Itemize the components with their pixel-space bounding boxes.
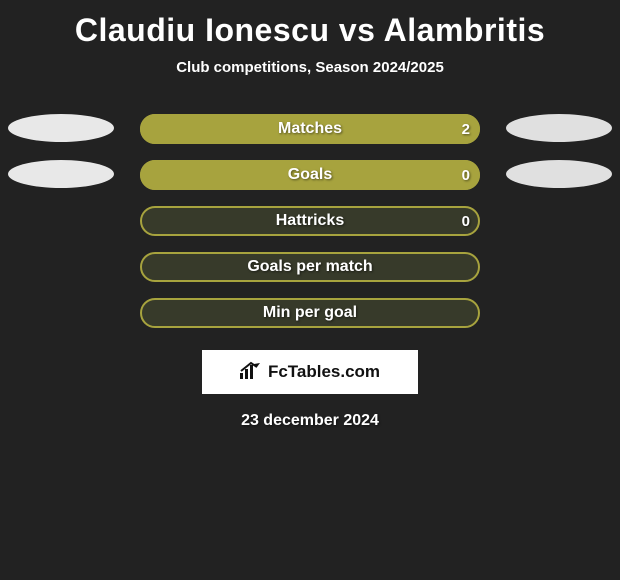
stat-label: Hattricks: [140, 206, 480, 236]
stat-bar: Hattricks0: [140, 206, 480, 236]
stat-row: Goals per match: [0, 244, 620, 290]
subtitle: Club competitions, Season 2024/2025: [0, 59, 620, 76]
branding-text: FcTables.com: [268, 362, 380, 382]
stat-row: Matches2: [0, 106, 620, 152]
player-ellipse-right: [506, 160, 612, 188]
date-label: 23 december 2024: [0, 412, 620, 430]
stat-value: 0: [462, 160, 470, 190]
stat-value: 0: [462, 206, 470, 236]
branding-badge: FcTables.com: [202, 350, 418, 394]
stat-bar: Min per goal: [140, 298, 480, 328]
stat-label: Goals: [140, 160, 480, 190]
player-ellipse-left: [8, 114, 114, 142]
stat-label: Min per goal: [140, 298, 480, 328]
stat-row: Goals0: [0, 152, 620, 198]
stat-row: Min per goal: [0, 290, 620, 336]
stat-bar: Matches2: [140, 114, 480, 144]
stat-row: Hattricks0: [0, 198, 620, 244]
stat-label: Goals per match: [140, 252, 480, 282]
page-title: Claudiu Ionescu vs Alambritis: [0, 0, 620, 49]
stat-bar: Goals per match: [140, 252, 480, 282]
stat-bar: Goals0: [140, 160, 480, 190]
player-ellipse-right: [506, 114, 612, 142]
stat-value: 2: [462, 114, 470, 144]
comparison-area: Matches2Goals0Hattricks0Goals per matchM…: [0, 106, 620, 336]
chart-icon: [240, 361, 262, 384]
stat-label: Matches: [140, 114, 480, 144]
player-ellipse-left: [8, 160, 114, 188]
